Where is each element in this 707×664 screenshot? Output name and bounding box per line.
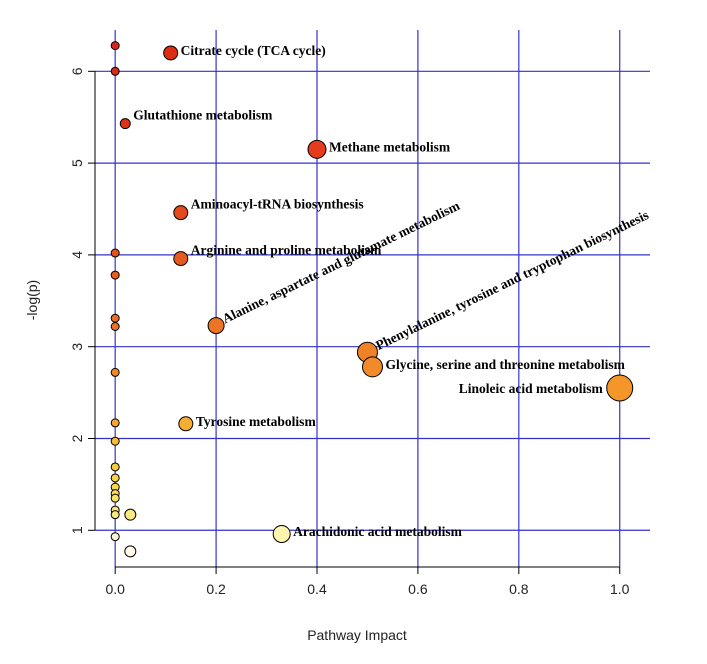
data-point <box>110 321 120 331</box>
point-label: Linoleic acid metabolism <box>459 381 604 396</box>
x-tick-label: 0.2 <box>206 581 226 597</box>
y-axis-label: -log(p) <box>24 280 40 320</box>
x-axis-label: Pathway Impact <box>307 627 407 643</box>
data-point <box>173 205 189 221</box>
data-point <box>110 532 120 542</box>
data-point <box>110 270 120 280</box>
data-point <box>110 418 120 428</box>
data-point <box>110 313 120 323</box>
data-point <box>110 367 120 377</box>
data-point <box>272 524 291 543</box>
data-point <box>163 45 179 61</box>
y-tick-label: 1 <box>69 526 85 534</box>
data-point <box>110 436 120 446</box>
point-label: Aminoacyl-tRNA biosynthesis <box>191 197 364 212</box>
data-point <box>110 510 120 520</box>
data-point <box>606 374 634 402</box>
point-label: Methane metabolism <box>329 139 451 154</box>
x-tick-label: 0.6 <box>408 581 428 597</box>
point-label: Glutathione metabolism <box>133 108 273 123</box>
point-label: Alanine, aspartate and glutamate metabol… <box>220 198 463 327</box>
data-point <box>362 356 383 378</box>
data-point <box>207 317 225 335</box>
point-label: Citrate cycle (TCA cycle) <box>181 43 326 58</box>
point-label: Tyrosine metabolism <box>196 414 317 429</box>
labels-layer: Citrate cycle (TCA cycle) Glutathione met… <box>133 43 651 539</box>
data-point <box>173 251 189 267</box>
points-layer <box>110 41 634 558</box>
point-label: Arachidonic acid metabolism <box>293 524 462 539</box>
data-point <box>178 416 194 432</box>
data-point <box>119 118 131 130</box>
point-label: Arginine and proline metabolism <box>191 243 382 258</box>
data-point <box>110 493 120 503</box>
data-point <box>110 473 120 483</box>
data-point <box>110 66 120 76</box>
y-tick-label: 4 <box>69 251 85 259</box>
data-point <box>307 139 327 159</box>
data-point <box>110 248 120 258</box>
y-tick-label: 2 <box>69 434 85 442</box>
x-tick-label: 0.8 <box>509 581 529 597</box>
x-tick-label: 0.0 <box>105 581 125 597</box>
data-point <box>110 462 120 472</box>
x-tick-label: 0.4 <box>307 581 327 597</box>
point-label: Glycine, serine and threonine metabolism <box>386 357 626 372</box>
data-point <box>110 41 120 51</box>
x-tick-label: 1.0 <box>610 581 630 597</box>
y-tick-label: 6 <box>69 67 85 75</box>
y-tick-label: 5 <box>69 159 85 167</box>
y-tick-label: 3 <box>69 343 85 351</box>
axes: 0.0 0.2 0.4 0.6 0.8 1.0 1 2 3 4 5 6 <box>69 67 630 597</box>
data-point <box>124 508 137 521</box>
data-point <box>124 545 137 558</box>
